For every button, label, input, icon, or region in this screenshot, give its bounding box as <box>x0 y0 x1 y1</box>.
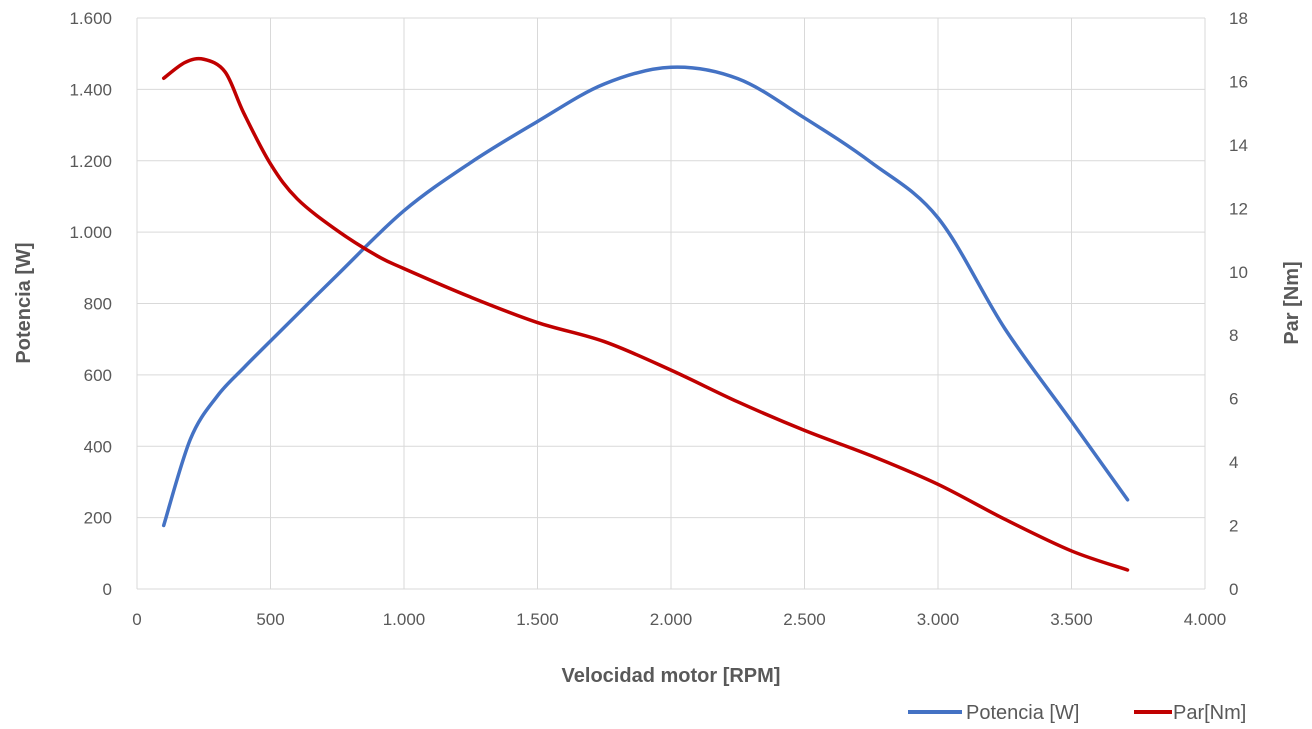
y-right-tick-label: 14 <box>1229 136 1248 155</box>
y-left-tick-label: 800 <box>84 295 112 314</box>
x-tick-label: 2.000 <box>650 610 693 629</box>
y-left-tick-label: 1.000 <box>69 223 112 242</box>
y-left-tick-label: 400 <box>84 437 112 456</box>
y-right-tick-label: 6 <box>1229 390 1238 409</box>
tick-labels: 0 200 400 600 800 1.000 1.200 1.400 1.600 0 500 1.0… <box>69 9 1247 629</box>
series-lines <box>161 56 1130 572</box>
y-right-tick-label: 10 <box>1229 263 1248 282</box>
x-tick-label: 500 <box>256 610 284 629</box>
x-tick-label: 3.500 <box>1050 610 1093 629</box>
series-line-potencia <box>161 65 1130 528</box>
y-right-tick-label: 16 <box>1229 72 1248 91</box>
x-tick-label: 2.500 <box>783 610 826 629</box>
x-tick-label: 1.500 <box>516 610 559 629</box>
x-tick-label: 4.000 <box>1184 610 1227 629</box>
y-left-tick-label: 1.200 <box>69 152 112 171</box>
x-tick-label: 1.000 <box>383 610 426 629</box>
x-tick-label: 0 <box>132 610 141 629</box>
y-left-tick-label: 600 <box>84 366 112 385</box>
x-tick-label: 3.000 <box>917 610 960 629</box>
y-axis-left-title: Potencia [W] <box>13 242 35 363</box>
legend-label-par: Par[Nm] <box>1173 702 1246 724</box>
y-right-tick-label: 18 <box>1229 9 1248 28</box>
x-axis-title: Velocidad motor [RPM] <box>562 665 781 687</box>
series-line-par <box>161 56 1130 572</box>
legend: Potencia [W] Par[Nm] <box>908 702 1246 724</box>
y-right-tick-label: 2 <box>1229 517 1238 536</box>
grid <box>136 17 1206 590</box>
y-left-tick-label: 1.600 <box>69 9 112 28</box>
legend-label-potencia: Potencia [W] <box>966 702 1079 724</box>
y-left-tick-label: 200 <box>84 509 112 528</box>
y-right-tick-label: 8 <box>1229 326 1238 345</box>
y-right-tick-label: 12 <box>1229 199 1248 218</box>
y-right-tick-label: 0 <box>1229 580 1238 599</box>
y-left-tick-label: 0 <box>103 580 112 599</box>
y-axis-right-title: Par [Nm] <box>1281 261 1303 344</box>
y-right-tick-label: 4 <box>1229 453 1238 472</box>
y-left-tick-label: 1.400 <box>69 80 112 99</box>
